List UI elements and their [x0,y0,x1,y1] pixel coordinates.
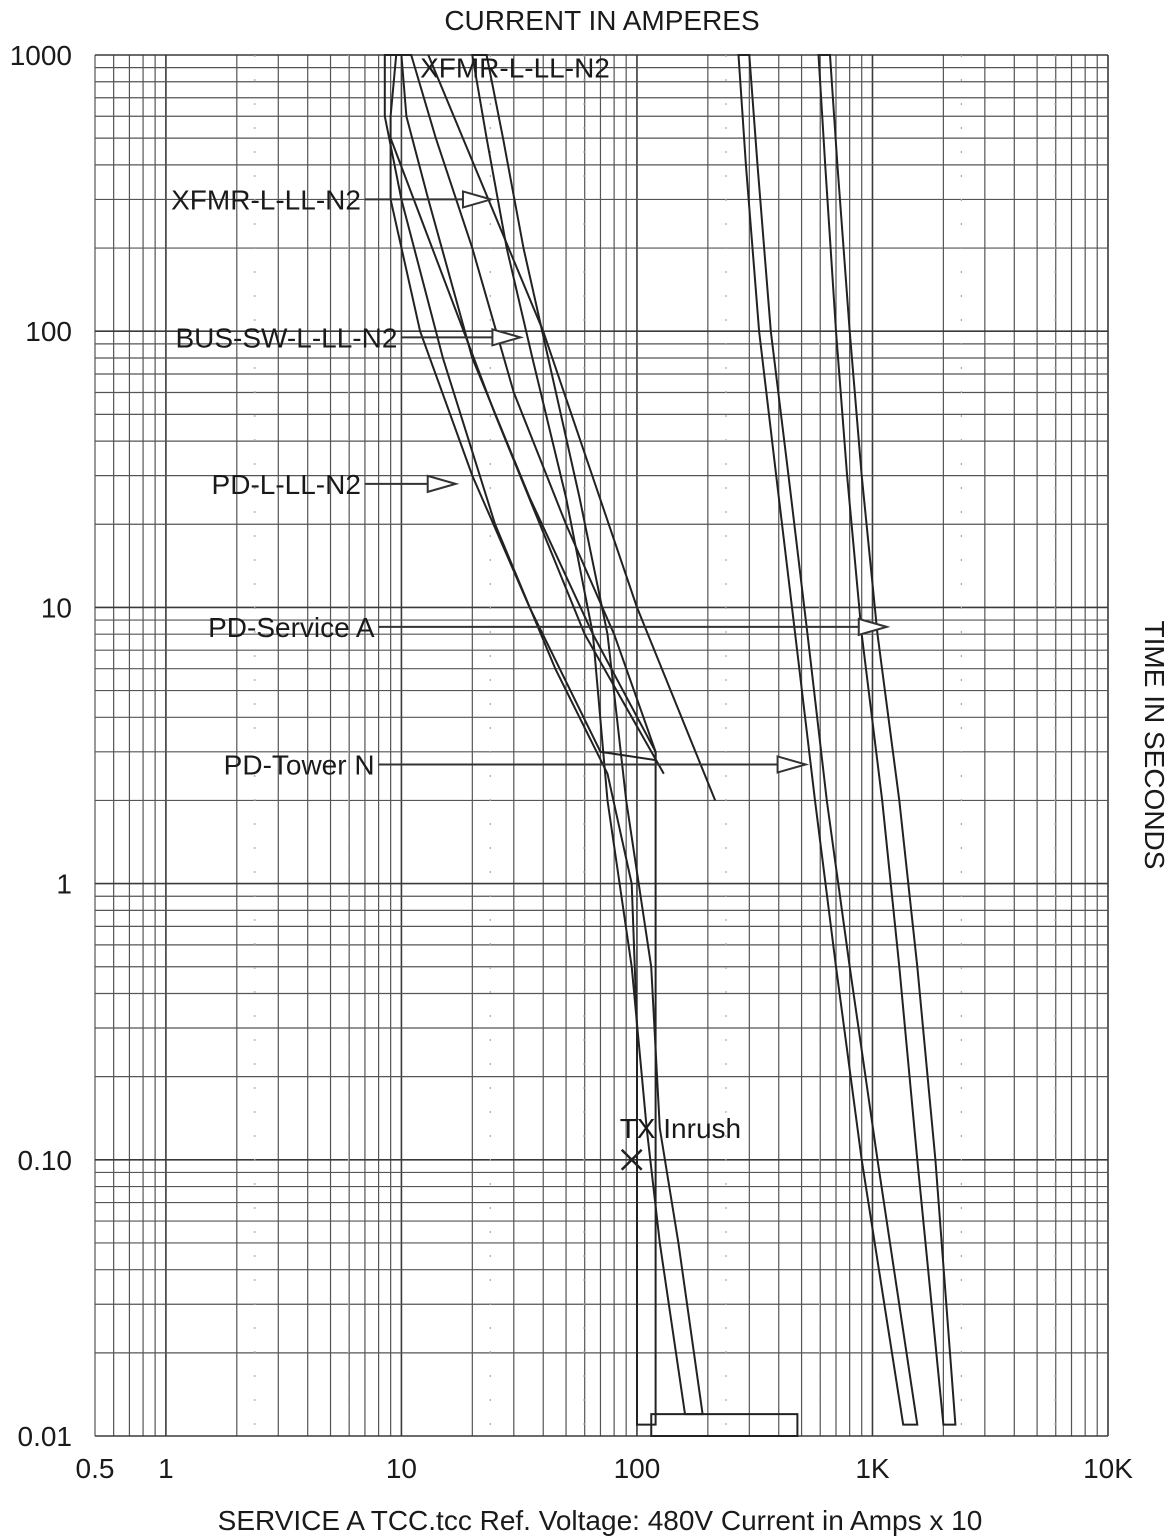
curve-line [389,137,665,775]
curve-band-base-bar [650,1413,799,1437]
x-tick-label: 1K [855,1453,890,1484]
x-tick-label: 10 [386,1453,417,1484]
curve-band-pd-l-ll-n2 [383,54,657,1426]
curve-band-pd-tower-n [737,54,919,1426]
tick-labels: 0.5 1 10 100 1K 10K 1000 100 10 1 0.10 0.01 [10,40,1134,1484]
annotation-xfmr-l-ll-n2-arrow-icon [461,190,495,209]
y-tick-label: 1 [56,869,72,900]
grid [94,54,1109,1437]
annotation-pd-service-a-label: PD-Service A [208,612,375,643]
y-axis-label: TIME IN SECONDS [1139,621,1170,870]
curve-line [427,54,717,801]
annotation-pd-service-a-arrow-icon [857,617,891,637]
x-tick-label: 100 [614,1453,661,1484]
annotation-tx-inrush-marker-icon [620,1148,643,1171]
annotation-pd-l-ll-n2-label: PD-L-LL-N2 [212,469,361,500]
chart-title: CURRENT IN AMPERES [444,5,759,36]
x-tick-label: 1 [158,1453,174,1484]
y-tick-label: 0.10 [18,1145,73,1176]
y-tick-label: 1000 [10,40,72,71]
curve-band-xfmr-l-ll-n2 [389,54,657,762]
annotation-pd-l-ll-n2-arrow-icon [426,474,460,494]
annotation-pd-tower-n-arrow-icon [776,755,810,774]
curve-annotations: XFMR-L-LL-N2 XFMR-L-LL-N2 BUS-SW-L-LL-N2 PD… [171,53,891,1171]
curve-band-pd-service-a [817,54,957,1426]
annotation-pd-tower-n-label: PD-Tower N [224,749,375,780]
curve-bands [383,54,957,1437]
x-axis-label: SERVICE A TCC.tcc Ref. Voltage: 480V Cur… [218,1505,983,1536]
y-tick-label: 0.01 [18,1421,73,1452]
y-tick-label: 100 [25,316,72,347]
annotation-bus-sw-l-ll-n2-label: BUS-SW-L-LL-N2 [175,322,397,353]
y-tick-label: 10 [41,592,72,623]
annotation-bus-sw-l-ll-n2-arrow-icon [491,328,525,347]
x-tick-label: 10K [1083,1453,1133,1484]
x-tick-label: 0.5 [76,1453,115,1484]
curve-lines [389,54,717,801]
annotation-xfmr-l-ll-n2-label: XFMR-L-LL-N2 [171,184,361,215]
annotation-tx-inrush-label: TX Inrush [620,1113,741,1144]
annotation-xfmr-l-ll-n2-label: XFMR-L-LL-N2 [420,53,610,84]
